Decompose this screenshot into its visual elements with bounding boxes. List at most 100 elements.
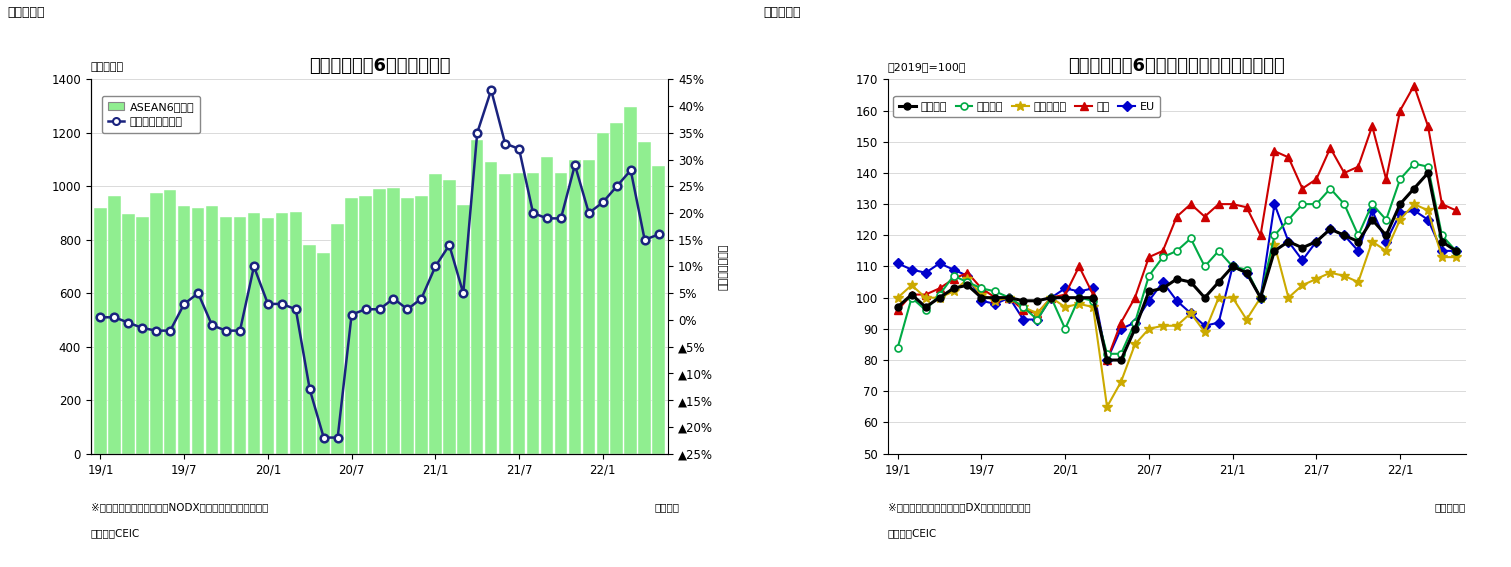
EU (1349, 248, 1367, 255)
東アジア (1280, 216, 1298, 223)
EU (1419, 216, 1437, 223)
北米 (1056, 291, 1074, 298)
東アジア (1363, 201, 1381, 208)
東アジア (1043, 294, 1061, 301)
輸出全体 (1419, 170, 1437, 176)
北米 (1265, 148, 1283, 155)
東アジア (1098, 350, 1117, 357)
東アジア (1377, 216, 1395, 223)
EU (1210, 319, 1228, 326)
Bar (541, 157, 553, 454)
東南アジア (917, 294, 935, 301)
輸出全体 (1265, 248, 1283, 255)
EU (1083, 285, 1102, 291)
EU (987, 301, 1005, 307)
北米 (1070, 263, 1088, 270)
Bar (416, 196, 428, 454)
Bar (527, 173, 539, 454)
東南アジア (1139, 325, 1157, 332)
EU (1195, 322, 1213, 329)
東アジア (1014, 304, 1032, 311)
輸出全体 (1280, 238, 1298, 245)
Text: ※シンガポールの輸出額はNODX（石油と再輸出除く）。: ※シンガポールの輸出額はNODX（石油と再輸出除く）。 (91, 502, 267, 512)
EU (1363, 207, 1381, 214)
東アジア (1000, 294, 1018, 301)
EU (1405, 207, 1423, 214)
EU (944, 266, 963, 273)
Text: （図表１）: （図表１） (8, 6, 45, 19)
Bar (456, 205, 470, 454)
東アジア (1070, 294, 1088, 301)
EU (958, 273, 976, 280)
輸出全体 (1098, 357, 1117, 363)
北米 (1349, 163, 1367, 170)
東アジア (1251, 294, 1269, 301)
東南アジア (888, 294, 907, 301)
北米 (1112, 319, 1130, 326)
Legend: 輸出全体, 東アジア, 東南アジア, 北米, EU: 輸出全体, 東アジア, 東南アジア, 北米, EU (893, 96, 1160, 117)
東南アジア (1363, 238, 1381, 245)
北米 (1000, 294, 1018, 301)
Bar (429, 174, 441, 454)
東南アジア (958, 276, 976, 282)
東アジア (1349, 232, 1367, 239)
Bar (331, 224, 345, 454)
東南アジア (1168, 322, 1186, 329)
輸出全体 (1307, 238, 1325, 245)
東アジア (931, 291, 949, 298)
東南アジア (1293, 282, 1312, 289)
EU (1070, 288, 1088, 295)
輸出全体 (1251, 294, 1269, 301)
EU (1182, 310, 1200, 316)
Bar (122, 214, 134, 454)
Bar (317, 253, 329, 454)
EU (902, 266, 920, 273)
東南アジア (902, 282, 920, 289)
Text: （年／月）: （年／月） (1434, 502, 1466, 512)
東南アジア (944, 288, 963, 295)
輸出全体 (944, 285, 963, 291)
EU (973, 297, 991, 304)
東アジア (1293, 201, 1312, 208)
東アジア (1083, 297, 1102, 304)
東アジア (1112, 350, 1130, 357)
東アジア (1182, 235, 1200, 242)
EU (1000, 294, 1018, 301)
Bar (109, 196, 121, 454)
Bar (373, 189, 385, 454)
東南アジア (1112, 379, 1130, 386)
EU (1112, 325, 1130, 332)
北米 (1195, 213, 1213, 220)
東アジア (973, 285, 991, 291)
北米 (1043, 294, 1061, 301)
EU (1056, 285, 1074, 291)
Text: （億ドル）: （億ドル） (91, 62, 124, 72)
輸出全体 (1168, 276, 1186, 282)
北米 (1293, 185, 1312, 192)
EU (931, 260, 949, 267)
北米 (1363, 123, 1381, 130)
東アジア (1405, 160, 1423, 167)
東アジア (1224, 263, 1242, 270)
Text: （図表２）: （図表２） (763, 6, 801, 19)
東南アジア (1000, 294, 1018, 301)
EU (917, 269, 935, 276)
東南アジア (1238, 316, 1256, 323)
東南アジア (1224, 294, 1242, 301)
東南アジア (1043, 294, 1061, 301)
輸出全体 (987, 294, 1005, 301)
輸出全体 (1043, 294, 1061, 301)
北米 (1083, 291, 1102, 298)
北米 (944, 276, 963, 282)
東アジア (1392, 176, 1410, 183)
北米 (1432, 201, 1451, 208)
Title: アセアン主要6カ国の輸出額: アセアン主要6カ国の輸出額 (308, 57, 450, 75)
北米 (1210, 201, 1228, 208)
輸出全体 (1377, 232, 1395, 239)
輸出全体 (973, 294, 991, 301)
Bar (136, 217, 148, 454)
東南アジア (1014, 304, 1032, 311)
北米 (931, 285, 949, 291)
東南アジア (1210, 294, 1228, 301)
輸出全体 (958, 282, 976, 289)
